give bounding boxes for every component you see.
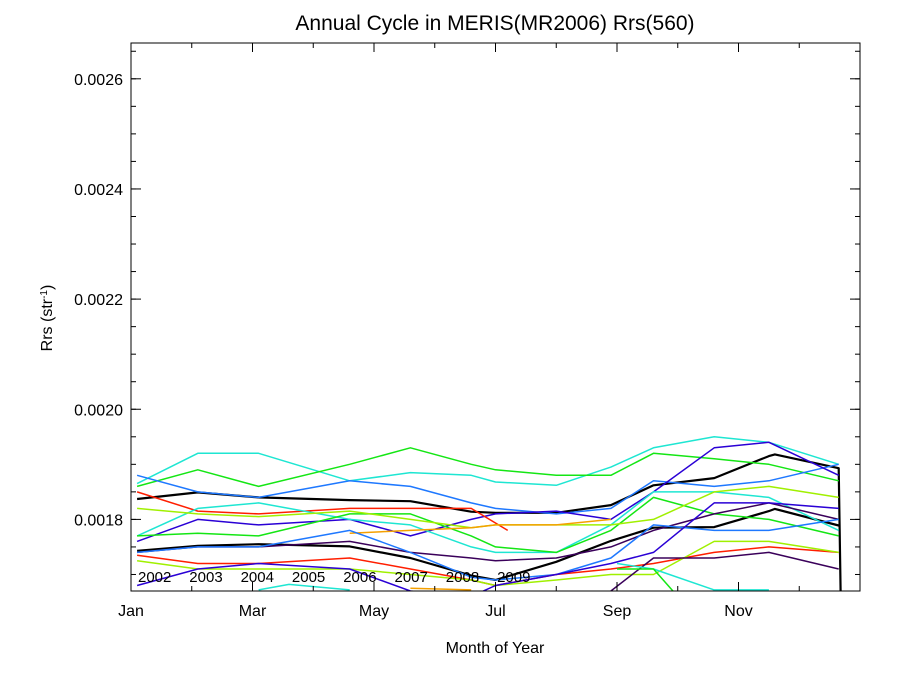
legend-entry-2003: 2003 bbox=[189, 569, 222, 586]
series-line-2 bbox=[136, 436, 839, 487]
x-tick-label-5: Nov bbox=[724, 603, 752, 620]
series-line-3 bbox=[136, 447, 839, 488]
series-line-6 bbox=[136, 491, 509, 532]
legend-entry-2002: 2002 bbox=[138, 569, 171, 586]
legend-entry-2006: 2006 bbox=[343, 569, 376, 586]
legend-entry-2005: 2005 bbox=[292, 569, 325, 586]
legend-entry-2004: 2004 bbox=[241, 569, 274, 586]
x-axis: Jan Mar May Jul Sep Nov bbox=[118, 43, 800, 620]
series-line-12 bbox=[137, 518, 839, 581]
y-tick-label-4: 0.0026 bbox=[74, 72, 123, 89]
y-axis-label-main: Rrs (str bbox=[39, 298, 56, 351]
y-axis-label-close: ) bbox=[39, 285, 56, 290]
series-line-10 bbox=[349, 518, 611, 534]
series-line-20 bbox=[410, 587, 472, 591]
y-tick-label-2: 0.0022 bbox=[74, 292, 123, 309]
x-tick-label-1: Mar bbox=[239, 603, 267, 620]
legend-entry-2008: 2008 bbox=[446, 569, 479, 586]
legend-entry-2007: 2007 bbox=[395, 569, 428, 586]
series-line-17 bbox=[258, 583, 350, 591]
y-axis: 0.0018 0.0020 0.0022 0.0024 0.0026 bbox=[74, 50, 860, 575]
y-axis-label: Rrs (str-1) bbox=[39, 285, 57, 352]
series-line-0 bbox=[136, 453, 842, 591]
series-line-18 bbox=[616, 562, 769, 591]
x-tick-label-3: Jul bbox=[485, 603, 505, 620]
x-tick-label-4: Sep bbox=[603, 603, 632, 620]
y-tick-label-1: 0.0020 bbox=[74, 402, 123, 419]
series-line-4 bbox=[136, 463, 839, 515]
y-tick-label-0: 0.0018 bbox=[74, 512, 123, 529]
legend: 2002 2003 2004 2005 2006 2007 2008 2009 bbox=[138, 569, 530, 586]
x-tick-label-2: May bbox=[359, 603, 389, 620]
chart-title: Annual Cycle in MERIS(MR2006) Rrs(560) bbox=[295, 12, 694, 35]
series-line-19 bbox=[617, 568, 674, 591]
y-tick-label-3: 0.0024 bbox=[74, 182, 123, 199]
series-line-15 bbox=[610, 551, 839, 591]
y-axis-label-sup: -1 bbox=[39, 290, 50, 299]
x-axis-label: Month of Year bbox=[446, 640, 545, 657]
series-line-5 bbox=[136, 441, 840, 543]
x-tick-label-0: Jan bbox=[118, 603, 144, 620]
legend-entry-2009: 2009 bbox=[497, 569, 530, 586]
